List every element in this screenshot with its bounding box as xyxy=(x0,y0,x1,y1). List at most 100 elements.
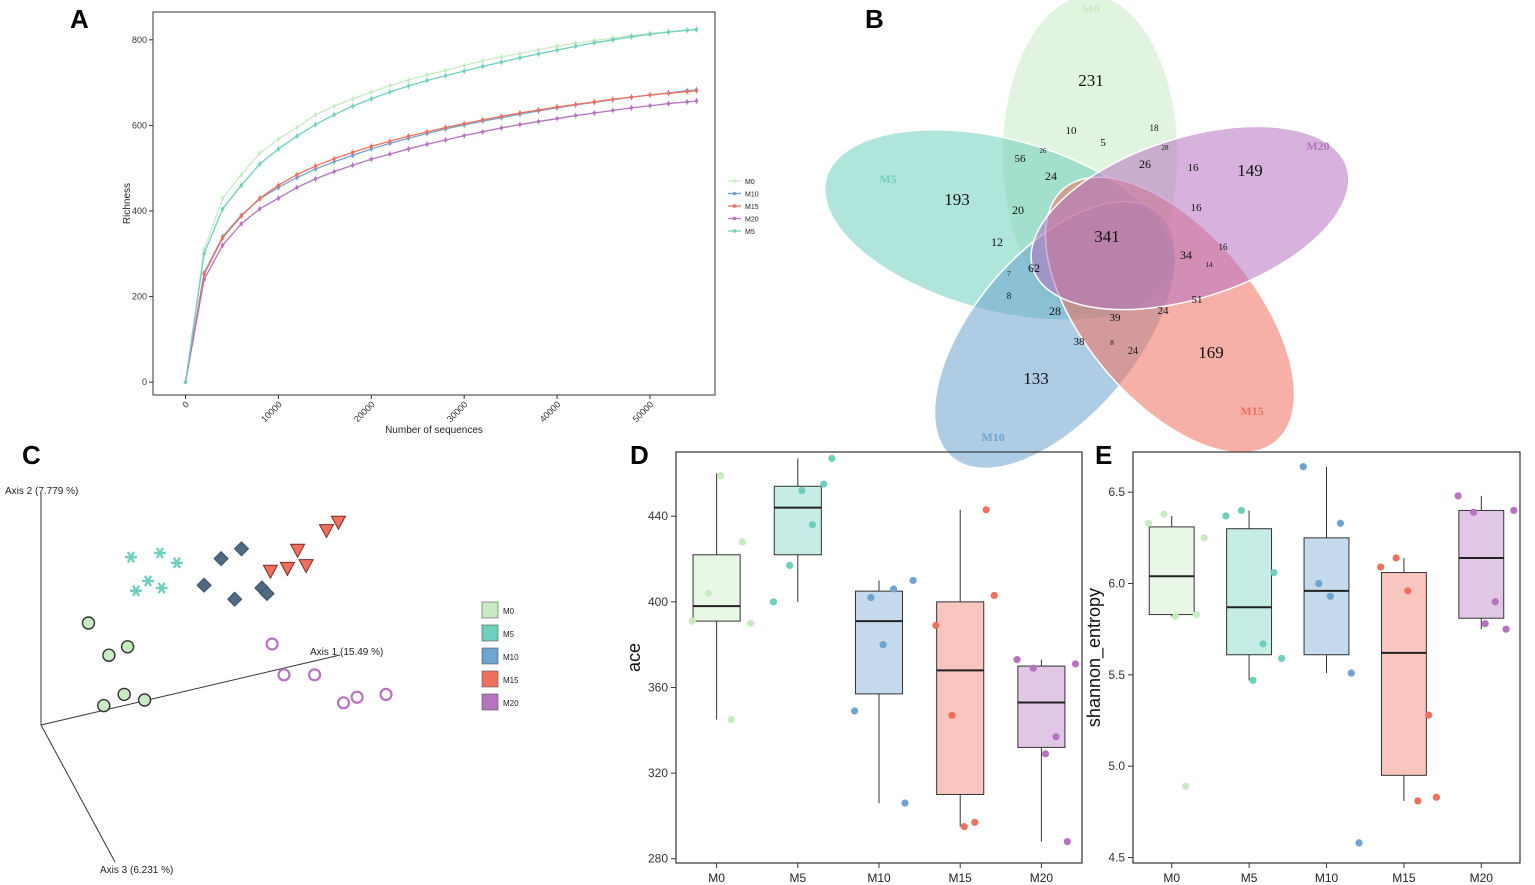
data-point xyxy=(351,104,355,108)
data-point-m10 xyxy=(1315,579,1323,588)
pcoa-point-m10 xyxy=(233,541,250,557)
pcoa-point-m0 xyxy=(81,616,96,630)
data-point-m5 xyxy=(828,454,836,463)
data-point-m0 xyxy=(704,589,713,597)
y-tick-label: 440 xyxy=(648,509,668,523)
data-point xyxy=(313,122,318,127)
data-point-m10 xyxy=(867,593,875,602)
data-point xyxy=(258,151,262,155)
data-point xyxy=(276,183,281,188)
data-point xyxy=(694,99,699,103)
data-point xyxy=(258,162,262,166)
data-point xyxy=(295,134,299,138)
data-point xyxy=(388,139,392,143)
data-point xyxy=(276,137,281,141)
data-point xyxy=(258,196,262,200)
data-point xyxy=(555,105,559,109)
data-point xyxy=(629,95,634,99)
data-point xyxy=(276,196,281,200)
venn-intersection-count: 56 xyxy=(1015,153,1027,165)
data-point xyxy=(518,122,522,127)
y-axis-label: ace xyxy=(624,643,644,672)
venn-intersection-count: 26 xyxy=(1040,147,1048,155)
legend-label-m5: M5 xyxy=(503,630,515,639)
axis-3-label: Axis 3 (6.231 %) xyxy=(100,865,173,876)
x-tick-label: M15 xyxy=(949,871,973,885)
data-point-m0 xyxy=(1160,510,1168,518)
data-point xyxy=(555,48,559,52)
data-point-m5 xyxy=(1270,568,1278,577)
data-point-m15 xyxy=(1377,563,1385,571)
venn-intersection-count: 10 xyxy=(1066,125,1078,137)
pcoa-point-m15 xyxy=(330,515,347,531)
venn-unique-m20: 149 xyxy=(1237,161,1263,180)
data-point xyxy=(685,28,689,33)
data-point-m20 xyxy=(1013,656,1021,664)
data-point-m10 xyxy=(1336,519,1345,527)
data-point xyxy=(425,78,429,83)
legend-swatch-m15 xyxy=(481,670,499,688)
data-point-m0 xyxy=(727,715,735,724)
data-point xyxy=(351,97,355,101)
data-point xyxy=(332,113,336,117)
data-point-m20 xyxy=(1029,664,1037,672)
legend-label-m20: M20 xyxy=(745,217,759,224)
pcoa-point-m15 xyxy=(262,564,279,580)
legend-swatch-m0 xyxy=(481,601,499,619)
legend-marker xyxy=(732,229,737,233)
venn-intersection-count: 39 xyxy=(1110,312,1122,324)
data-point-m15 xyxy=(1392,554,1400,562)
data-point-m15 xyxy=(960,823,968,831)
venn-intersection-count: 18 xyxy=(1150,123,1160,133)
data-point xyxy=(388,90,392,94)
x-tick-label: M20 xyxy=(1470,871,1494,885)
data-point xyxy=(536,47,541,52)
data-point xyxy=(276,147,281,151)
data-point xyxy=(388,83,392,88)
y-tick-label: 400 xyxy=(132,206,147,216)
data-point xyxy=(239,222,243,226)
data-point-m15 xyxy=(982,506,990,514)
venn-intersection-count: 16 xyxy=(1188,162,1200,174)
data-point xyxy=(685,100,689,104)
x-tick-label: M10 xyxy=(867,871,891,885)
data-point xyxy=(573,44,578,48)
data-point xyxy=(481,64,485,69)
data-point xyxy=(629,35,634,39)
data-point-m15 xyxy=(1425,711,1433,719)
venn-intersection-count: 24 xyxy=(1045,169,1057,183)
x-tick-label: M20 xyxy=(1030,871,1054,885)
data-point-m15 xyxy=(948,711,956,719)
y-tick-label: 5.5 xyxy=(1108,668,1125,682)
box-m10 xyxy=(1303,537,1350,656)
y-tick-label: 200 xyxy=(132,292,147,302)
data-point xyxy=(406,78,411,82)
data-point-m15 xyxy=(1432,793,1441,801)
pcoa-point-m5 xyxy=(125,551,137,563)
data-point xyxy=(481,118,485,122)
legend-label-m20: M20 xyxy=(503,699,519,708)
data-point-m15 xyxy=(971,818,979,826)
data-point xyxy=(220,196,225,200)
pcoa-point-m15 xyxy=(289,543,306,559)
data-point xyxy=(648,32,652,36)
panel-label-d: D xyxy=(630,440,649,470)
data-point xyxy=(369,97,373,101)
data-point xyxy=(573,102,578,107)
data-point xyxy=(443,138,448,142)
asterisk-stroke xyxy=(155,547,164,559)
asterisk-stroke xyxy=(157,582,166,594)
data-point-m10 xyxy=(1347,669,1355,677)
data-point-m10 xyxy=(1326,592,1334,600)
data-point xyxy=(202,252,206,256)
data-point xyxy=(462,69,466,73)
legend-marker xyxy=(732,204,737,208)
axis-2-label: Axis 2 (7.779 %) xyxy=(5,486,78,497)
data-point xyxy=(592,100,596,104)
pcoa-point-m15 xyxy=(318,524,335,539)
data-point xyxy=(611,38,615,42)
asterisk-stroke xyxy=(132,585,141,597)
data-point xyxy=(536,119,541,124)
y-tick-label: 6.5 xyxy=(1108,485,1125,499)
